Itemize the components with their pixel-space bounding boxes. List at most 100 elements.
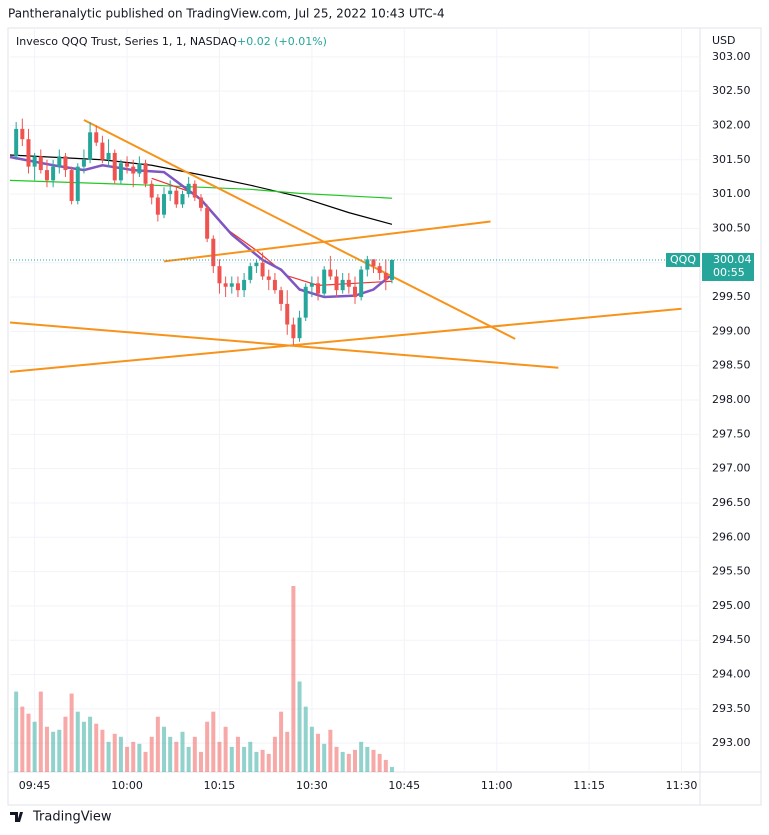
tradingview-logo (10, 812, 23, 822)
volume-bar (334, 746, 339, 772)
volume-bar (51, 731, 56, 772)
volume-bar (291, 586, 296, 772)
symbol-tag-bg (666, 252, 700, 267)
candle-body (322, 269, 327, 294)
candle-body (303, 286, 308, 318)
y-tick-label: 296.50 (712, 496, 751, 509)
volume-bar (192, 736, 197, 772)
volume-bar (309, 726, 314, 772)
candle-body (137, 163, 142, 174)
volume-bar (359, 741, 364, 772)
candle-body (51, 166, 56, 181)
volume-bar (69, 693, 74, 772)
x-tick-label: 10:45 (388, 779, 420, 792)
candle-body (131, 166, 136, 174)
y-tick-label: 297.50 (712, 427, 751, 440)
y-tick-label: 301.50 (712, 153, 751, 166)
y-tick-label: 302.50 (712, 84, 751, 97)
y-tick-label: 299.00 (712, 324, 751, 337)
volume-bar (297, 681, 302, 772)
volume-bar (38, 691, 43, 772)
volume-bar (223, 726, 228, 772)
candle-body (198, 197, 203, 208)
volume-bar (272, 736, 277, 772)
y-tick-label: 295.50 (712, 565, 751, 578)
volume-bar (285, 731, 290, 772)
volume-bar (112, 733, 117, 772)
candle-body (32, 156, 37, 167)
volume-bar (168, 736, 173, 772)
volume-bar (44, 726, 49, 772)
candle-body (260, 262, 265, 277)
y-tick-label: 299.50 (712, 290, 751, 303)
volume-bar (26, 713, 31, 772)
volume-bar (198, 751, 203, 772)
y-tick-label: 293.00 (712, 736, 751, 749)
candle-body (285, 303, 290, 325)
volume-bar (316, 733, 321, 772)
volume-bar (389, 766, 394, 772)
candle-body (353, 286, 357, 298)
x-tick-label: 10:30 (296, 779, 328, 792)
drawings (9, 119, 682, 373)
candle-body (229, 283, 234, 287)
x-tick-label: 09:45 (19, 779, 51, 792)
volume-pane (14, 586, 394, 772)
volume-bar (20, 706, 25, 772)
candle-body (20, 128, 25, 140)
volume-bar (125, 746, 130, 772)
candle-body (143, 163, 148, 184)
volume-bar (174, 741, 179, 772)
candle-body (371, 259, 376, 267)
candle-body (162, 194, 167, 215)
candle-body (297, 317, 302, 339)
candle-body (44, 170, 49, 181)
moving-average (9, 179, 392, 199)
candle-body (186, 183, 191, 195)
candle-body (75, 166, 80, 201)
candle-body (316, 283, 321, 294)
candle-body (38, 156, 43, 171)
volume-bar (235, 736, 240, 772)
volume-bar (217, 741, 222, 772)
candle-body (125, 163, 130, 167)
y-tick-label: 300.50 (712, 221, 751, 234)
candle-body (149, 183, 154, 198)
candle-body (57, 156, 62, 167)
symbol-title: Invesco QQQ Trust, Series 1, 1, NASDAQ (16, 35, 237, 48)
candle-body (248, 266, 253, 280)
volume-bar (88, 716, 93, 772)
candle-body (112, 152, 117, 181)
y-tick-label: 293.50 (712, 702, 751, 715)
x-tick-label: 11:00 (481, 779, 513, 792)
volume-bar (260, 749, 265, 772)
x-tick-label: 11:30 (666, 779, 698, 792)
candle-body (309, 283, 314, 287)
candle-body (291, 324, 296, 339)
volume-bar (143, 751, 148, 772)
candle-body (266, 276, 271, 280)
volume-bar (377, 753, 382, 772)
y-tick-label: 296.00 (712, 530, 751, 543)
candle-body (88, 132, 93, 160)
volume-bar (155, 716, 160, 772)
moving-average (9, 155, 393, 299)
volume-bar (322, 743, 327, 772)
candle-body (377, 266, 382, 274)
volume-bar (266, 753, 271, 772)
price-change: +0.02 (+0.01%) (237, 35, 327, 48)
trend-line (163, 220, 491, 263)
candle-body (14, 128, 19, 157)
volume-bar (118, 736, 123, 772)
grid (10, 28, 700, 772)
volume-bar (340, 751, 345, 772)
candle-body (81, 159, 86, 167)
volume-bar (81, 721, 86, 772)
volume-bar (57, 729, 62, 772)
candle-body (192, 183, 197, 198)
candle-body (106, 152, 111, 160)
y-tick-label: 298.00 (712, 393, 751, 406)
volume-bar (63, 716, 68, 772)
countdown: 00:55 (713, 266, 745, 279)
